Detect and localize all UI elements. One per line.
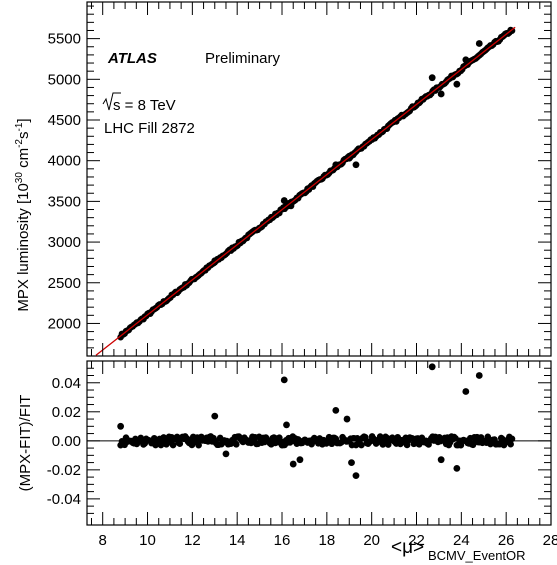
outlier-point <box>462 56 470 64</box>
y-tick-label: 3500 <box>48 193 81 210</box>
y-label-exponent: 30 <box>14 172 25 184</box>
x-tick-label: 12 <box>184 532 201 549</box>
main-y-axis-label: MPX luminosity [1030 cm-2s-1] <box>14 118 32 311</box>
ratio-outlier-point <box>428 363 436 371</box>
ratio-outlier-point <box>332 406 340 414</box>
outlier-point <box>352 161 360 169</box>
y-label-part: s <box>15 131 32 139</box>
ratio-outlier-point <box>283 421 290 429</box>
ratio-y-tick-label: -0.04 <box>47 491 81 508</box>
svg-text:<μ>: <μ> <box>391 537 424 558</box>
ratio-y-axis-label: (MPX-FIT)/FIT <box>17 395 34 492</box>
ratio-y-tick-label: -0.02 <box>47 462 81 479</box>
y-label-part: ] <box>15 118 32 122</box>
ratio-outlier-point <box>296 456 304 464</box>
ratio-outlier-point <box>222 450 230 458</box>
outlier-point <box>437 90 445 98</box>
ratio-point <box>362 434 369 441</box>
energy-label: s = 8 TeV <box>102 92 176 114</box>
x-tick-label: 24 <box>453 532 470 549</box>
ratio-outlier-point <box>352 472 360 480</box>
y-tick-label: 2000 <box>48 315 81 332</box>
ratio-y-axis: -0.04 -0.02 0.00 0.02 0.04 <box>47 367 551 514</box>
outlier-point <box>428 74 436 82</box>
ratio-point <box>169 441 177 449</box>
fill-label: LHC Fill 2872 <box>104 120 195 137</box>
ratio-panel: -0.04 -0.02 0.00 0.02 0.04 8 10 12 14 16 18 20 22 24… <box>17 2 557 563</box>
ratio-data-points <box>117 363 516 480</box>
ratio-y-tick-label: 0.02 <box>52 404 81 421</box>
x-tick-label: 28 <box>543 532 557 549</box>
ratio-outlier-point <box>211 412 219 420</box>
ratio-outlier-point <box>437 456 445 464</box>
y-tick-label: 5000 <box>48 71 81 88</box>
ratio-outlier-point <box>475 372 483 379</box>
x-tick-label: 20 <box>363 532 380 549</box>
ratio-y-tick-label: 0.00 <box>52 433 81 450</box>
outlier-point <box>475 40 483 47</box>
y-tick-label: 2500 <box>48 275 81 292</box>
ratio-point <box>195 441 202 449</box>
x-tick-label: 14 <box>229 532 246 549</box>
ratio-outlier-point <box>453 464 461 472</box>
ratio-point <box>358 441 365 449</box>
x-axis: 8 10 12 14 16 18 20 22 24 26 28 <box>90 2 557 549</box>
preliminary-label: Preliminary <box>205 50 281 67</box>
ratio-y-tick-label: 0.04 <box>52 375 81 392</box>
main-panel: 2000 2500 3000 3500 4000 4500 5000 5500 ATLAS P… <box>14 1 552 357</box>
svg-text:BCMV_EventOR: BCMV_EventOR <box>428 548 526 563</box>
ratio-point <box>507 440 514 448</box>
outlier-point <box>453 80 461 88</box>
ratio-outlier-point <box>280 376 288 384</box>
x-tick-label: 22 <box>408 532 425 549</box>
ratio-point <box>376 433 384 440</box>
main-plot-frame <box>86 1 552 357</box>
x-tick-label: 10 <box>139 532 156 549</box>
outlier-point <box>211 257 219 265</box>
ratio-plot-frame <box>86 360 552 526</box>
y-tick-label: 4000 <box>48 153 81 170</box>
atlas-label: ATLAS <box>107 50 157 67</box>
x-axis-label: <μ> BCMV_EventOR <box>391 537 526 563</box>
main-y-axis: 2000 2500 3000 3500 4000 4500 5000 5500 <box>48 5 551 349</box>
ratio-outlier-point <box>462 388 470 395</box>
y-tick-label: 4500 <box>48 112 81 129</box>
ratio-outlier-point <box>343 415 351 423</box>
ratio-point <box>176 440 184 448</box>
outlier-point <box>280 197 288 204</box>
ratio-point <box>232 441 240 448</box>
x-tick-label: 18 <box>319 532 336 549</box>
ratio-outlier-point <box>348 459 355 466</box>
y-label-exponent: -2 <box>14 139 25 148</box>
y-tick-label: 3000 <box>48 234 81 251</box>
y-label-part: cm <box>15 148 32 172</box>
ratio-outlier-point <box>289 460 297 468</box>
x-tick-label: 26 <box>498 532 515 549</box>
x-tick-label: 8 <box>99 532 107 549</box>
y-label-part: MPX luminosity [10 <box>15 183 32 311</box>
x-tick-label: 16 <box>274 532 291 549</box>
ratio-outlier-point <box>117 422 125 430</box>
y-label-exponent: -1 <box>14 122 25 131</box>
ratio-point <box>508 435 516 443</box>
y-tick-label: 5500 <box>48 31 81 48</box>
ratio-point <box>328 440 336 448</box>
fit-line <box>95 26 516 356</box>
energy-text: s = 8 TeV <box>113 97 176 114</box>
